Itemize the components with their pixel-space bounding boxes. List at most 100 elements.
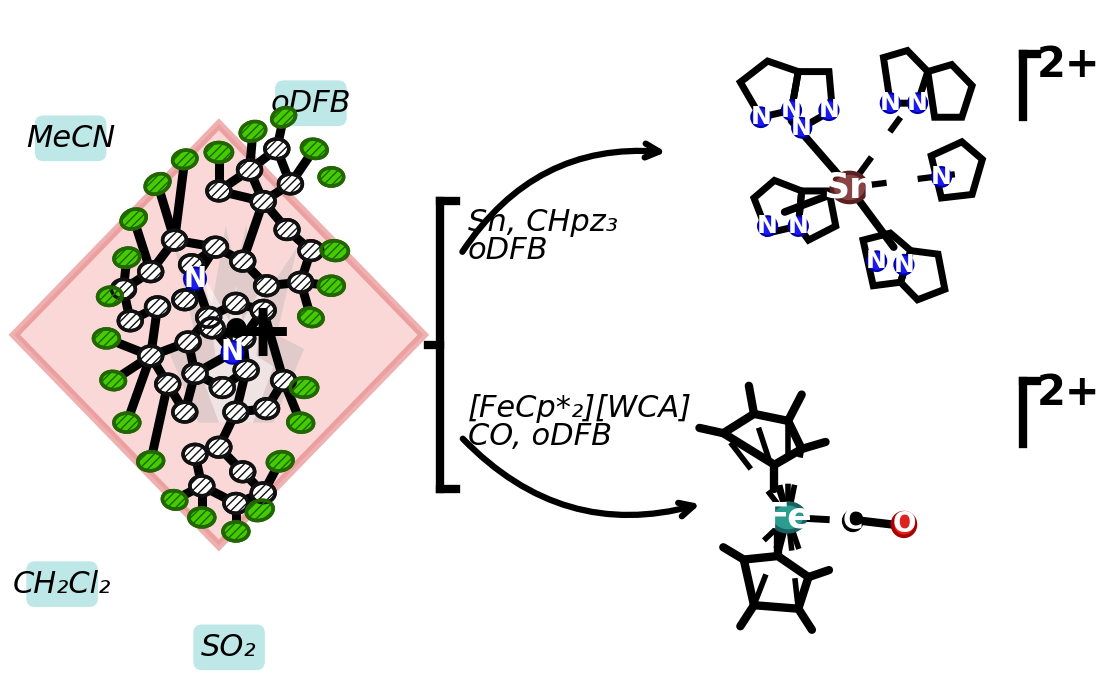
Ellipse shape bbox=[114, 248, 140, 267]
Text: Sn: Sn bbox=[824, 171, 876, 205]
Ellipse shape bbox=[240, 121, 265, 141]
Ellipse shape bbox=[265, 139, 289, 159]
Text: •: • bbox=[215, 301, 256, 369]
Ellipse shape bbox=[224, 493, 248, 514]
Ellipse shape bbox=[932, 167, 951, 187]
Ellipse shape bbox=[139, 346, 163, 366]
Ellipse shape bbox=[234, 360, 258, 380]
Ellipse shape bbox=[254, 276, 279, 296]
Ellipse shape bbox=[231, 328, 254, 348]
Ellipse shape bbox=[145, 174, 170, 194]
FancyBboxPatch shape bbox=[193, 625, 265, 670]
Ellipse shape bbox=[793, 118, 811, 137]
Polygon shape bbox=[168, 226, 304, 423]
Ellipse shape bbox=[180, 255, 203, 275]
Text: MeCN: MeCN bbox=[26, 124, 115, 153]
Text: N: N bbox=[750, 105, 771, 129]
Text: N: N bbox=[818, 99, 839, 122]
Ellipse shape bbox=[844, 511, 862, 531]
Ellipse shape bbox=[162, 491, 186, 509]
Text: N: N bbox=[866, 249, 887, 273]
Ellipse shape bbox=[892, 513, 916, 536]
Text: Sn, CHpz₃: Sn, CHpz₃ bbox=[467, 208, 617, 237]
Ellipse shape bbox=[121, 209, 147, 229]
Ellipse shape bbox=[251, 192, 275, 211]
Ellipse shape bbox=[867, 251, 886, 271]
FancyBboxPatch shape bbox=[34, 115, 107, 161]
Ellipse shape bbox=[111, 280, 135, 299]
Ellipse shape bbox=[231, 462, 254, 482]
Ellipse shape bbox=[205, 142, 232, 162]
Ellipse shape bbox=[114, 413, 140, 432]
Text: oDFB: oDFB bbox=[467, 236, 548, 265]
Text: oDFB: oDFB bbox=[271, 89, 351, 118]
Ellipse shape bbox=[98, 287, 122, 305]
Ellipse shape bbox=[321, 241, 349, 260]
Text: [FeCp*₂][WCA]: [FeCp*₂][WCA] bbox=[467, 394, 692, 423]
Ellipse shape bbox=[302, 139, 327, 158]
Ellipse shape bbox=[272, 371, 295, 390]
Ellipse shape bbox=[781, 101, 801, 120]
Ellipse shape bbox=[268, 452, 293, 471]
Ellipse shape bbox=[139, 262, 163, 282]
Ellipse shape bbox=[895, 255, 914, 275]
Text: N: N bbox=[907, 91, 928, 115]
Ellipse shape bbox=[203, 237, 228, 257]
Text: CO, oDFB: CO, oDFB bbox=[467, 422, 612, 451]
Ellipse shape bbox=[184, 267, 206, 290]
Ellipse shape bbox=[119, 311, 142, 330]
Ellipse shape bbox=[908, 94, 927, 113]
Ellipse shape bbox=[173, 150, 196, 169]
Ellipse shape bbox=[758, 217, 777, 236]
Text: O: O bbox=[892, 511, 916, 539]
Ellipse shape bbox=[319, 276, 344, 295]
Text: N: N bbox=[894, 253, 915, 277]
Ellipse shape bbox=[173, 290, 196, 310]
Text: N: N bbox=[757, 214, 778, 238]
Text: N: N bbox=[880, 91, 900, 115]
Text: N: N bbox=[931, 165, 952, 189]
Ellipse shape bbox=[254, 399, 279, 418]
Ellipse shape bbox=[275, 220, 299, 239]
Ellipse shape bbox=[138, 452, 163, 471]
Ellipse shape bbox=[299, 241, 323, 260]
Ellipse shape bbox=[279, 174, 302, 194]
Text: N: N bbox=[221, 339, 244, 366]
Ellipse shape bbox=[291, 378, 317, 398]
Ellipse shape bbox=[771, 503, 805, 532]
Ellipse shape bbox=[319, 168, 344, 186]
Ellipse shape bbox=[819, 101, 838, 120]
Ellipse shape bbox=[183, 444, 206, 464]
FancyBboxPatch shape bbox=[275, 81, 346, 126]
Ellipse shape bbox=[880, 94, 900, 113]
Ellipse shape bbox=[196, 307, 221, 327]
Ellipse shape bbox=[222, 341, 243, 364]
Ellipse shape bbox=[200, 318, 224, 338]
Text: C: C bbox=[842, 507, 862, 535]
Ellipse shape bbox=[287, 413, 314, 432]
Ellipse shape bbox=[176, 332, 200, 352]
Ellipse shape bbox=[211, 378, 234, 398]
Text: +: + bbox=[231, 298, 295, 372]
Ellipse shape bbox=[789, 217, 808, 236]
Ellipse shape bbox=[289, 273, 313, 292]
Ellipse shape bbox=[155, 374, 180, 394]
Text: 2+: 2+ bbox=[1037, 372, 1100, 414]
Ellipse shape bbox=[831, 173, 867, 202]
Ellipse shape bbox=[224, 294, 248, 313]
Ellipse shape bbox=[101, 371, 125, 390]
Ellipse shape bbox=[299, 308, 323, 327]
FancyBboxPatch shape bbox=[27, 561, 98, 607]
Text: 2+: 2+ bbox=[1037, 44, 1100, 85]
Text: CH₂Cl₂: CH₂Cl₂ bbox=[13, 570, 111, 599]
Ellipse shape bbox=[251, 301, 275, 320]
Text: Fe: Fe bbox=[764, 500, 811, 534]
Ellipse shape bbox=[145, 297, 170, 316]
Ellipse shape bbox=[751, 108, 770, 127]
Text: N: N bbox=[788, 214, 809, 238]
Ellipse shape bbox=[163, 230, 186, 250]
Text: SO₂: SO₂ bbox=[201, 633, 256, 662]
Polygon shape bbox=[14, 124, 423, 545]
Ellipse shape bbox=[189, 508, 214, 527]
Ellipse shape bbox=[238, 160, 262, 180]
